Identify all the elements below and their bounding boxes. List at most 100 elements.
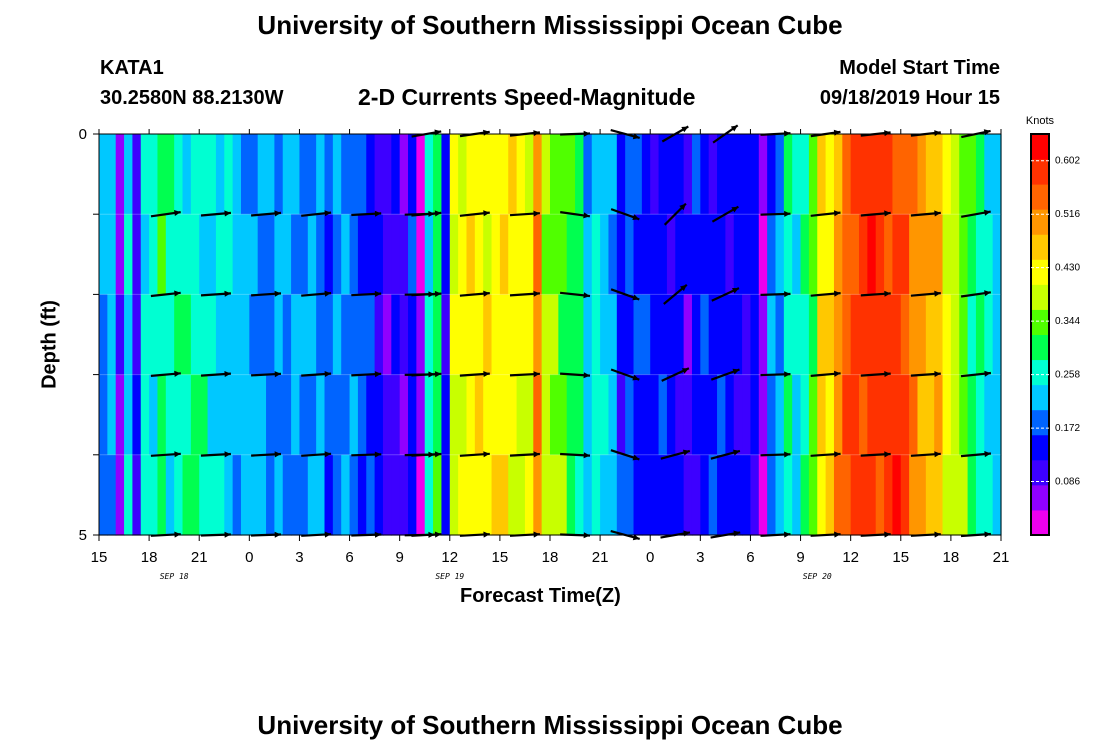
colorbar-segment: [1031, 234, 1049, 260]
current-vector-arrowhead: [884, 531, 891, 538]
current-vector-arrowhead: [374, 531, 382, 538]
heatmap-cell: [950, 454, 960, 536]
heatmap-cell: [758, 214, 768, 295]
heatmap-cell: [491, 134, 501, 215]
heatmap-cell: [257, 374, 267, 456]
heatmap-cell: [717, 374, 726, 456]
heatmap-cell: [783, 134, 793, 215]
x-tick-label: 21: [191, 549, 208, 566]
heatmap-cell: [984, 374, 994, 456]
heatmap-cell: [833, 134, 843, 215]
heatmap-cell: [691, 134, 701, 215]
heatmap-cell: [817, 374, 827, 456]
colorbar-segment: [1031, 209, 1049, 235]
heatmap-cell: [633, 454, 643, 536]
colorbar-segment: [1031, 459, 1049, 486]
heatmap-cell: [115, 294, 125, 376]
heatmap-cell: [466, 374, 476, 456]
heatmap-cell: [658, 134, 668, 215]
heatmap-cell: [550, 214, 559, 295]
heatmap-cell: [750, 134, 760, 215]
heatmap-cell: [374, 294, 384, 376]
heatmap-cell: [399, 374, 409, 456]
heatmap-cell: [842, 214, 852, 295]
heatmap-cell: [149, 454, 159, 536]
heatmap-cell: [441, 294, 451, 376]
heatmap-cell: [708, 214, 718, 295]
current-vector-arrowhead: [680, 284, 687, 292]
heatmap-cell: [550, 134, 559, 215]
heatmap-cell: [524, 134, 534, 215]
heatmap-cell: [909, 134, 919, 215]
heatmap-cell: [917, 134, 927, 215]
current-vector-arrowhead: [934, 451, 941, 458]
heatmap-cell: [349, 374, 359, 456]
heatmap-cell: [758, 374, 768, 456]
current-vector-arrowhead: [984, 451, 991, 458]
heatmap-cell: [767, 374, 777, 456]
current-vector-arrowhead: [483, 129, 490, 136]
heatmap-cell: [633, 134, 643, 215]
heatmap-cell: [742, 214, 752, 295]
current-vector-arrowhead: [784, 291, 791, 298]
heatmap-cell: [157, 454, 167, 536]
colorbar-segment: [1031, 134, 1049, 160]
heatmap-cell: [700, 454, 710, 536]
heatmap-cell: [867, 214, 877, 295]
heatmap-cell: [783, 454, 793, 536]
heatmap-cell: [483, 134, 493, 215]
heatmap-cell: [641, 454, 651, 536]
heatmap-cell: [967, 134, 977, 215]
heatmap-cell: [959, 454, 969, 536]
heatmap-cell: [550, 454, 559, 536]
colorbar-label: 0.344: [1055, 316, 1080, 327]
current-vector-arrowhead: [583, 532, 590, 539]
colorbar-segment: [1031, 334, 1049, 361]
heatmap-cell: [808, 134, 818, 215]
x-tick-label: 15: [492, 549, 509, 566]
heatmap-cell: [466, 134, 476, 215]
heatmap-cell: [558, 134, 568, 215]
heatmap-cell: [165, 294, 175, 376]
current-vector-arrowhead: [834, 451, 841, 458]
heatmap-cell: [332, 214, 342, 295]
heatmap-cell: [124, 134, 134, 215]
heatmap-cell: [366, 454, 376, 536]
y-tick-label: 0: [79, 126, 87, 143]
heatmap-cell: [524, 214, 534, 295]
x-date-label: SEP 20: [803, 572, 832, 581]
heatmap-cell: [817, 134, 827, 215]
heatmap-cell: [182, 134, 192, 215]
heatmap-cell: [174, 374, 184, 456]
heatmap-cell: [975, 294, 985, 376]
current-vector-arrowhead: [784, 130, 791, 137]
heatmap-cell: [291, 214, 301, 295]
heatmap-cell: [240, 374, 250, 456]
heatmap-cell: [132, 294, 142, 376]
heatmap-cell: [524, 454, 534, 536]
heatmap-cell: [140, 214, 150, 295]
heatmap-cell: [324, 214, 334, 295]
heatmap-cell: [934, 294, 944, 376]
heatmap-cell: [533, 374, 543, 456]
heatmap-cell: [299, 294, 309, 376]
heatmap-cell: [458, 214, 468, 295]
heatmap-cell: [875, 134, 885, 215]
heatmap-cell: [508, 134, 518, 215]
heatmap-cell: [558, 214, 568, 295]
heatmap-cell: [792, 374, 802, 456]
colorbar-segment: [1031, 284, 1049, 310]
heatmap-cell: [641, 374, 651, 456]
current-vector-arrowhead: [884, 290, 891, 297]
heatmap-cell: [441, 374, 451, 456]
heatmap-cell: [107, 214, 117, 295]
heatmap-cell: [884, 134, 894, 215]
heatmap-cell: [140, 134, 150, 215]
heatmap-cell: [892, 134, 902, 215]
heatmap-cell: [892, 214, 902, 295]
heatmap-cell: [867, 134, 877, 215]
chart-subtitle: 2-D Currents Speed-Magnitude: [358, 84, 696, 110]
heatmap-cell: [750, 294, 760, 376]
heatmap-cell: [424, 294, 434, 376]
heatmap-cell: [658, 294, 668, 376]
